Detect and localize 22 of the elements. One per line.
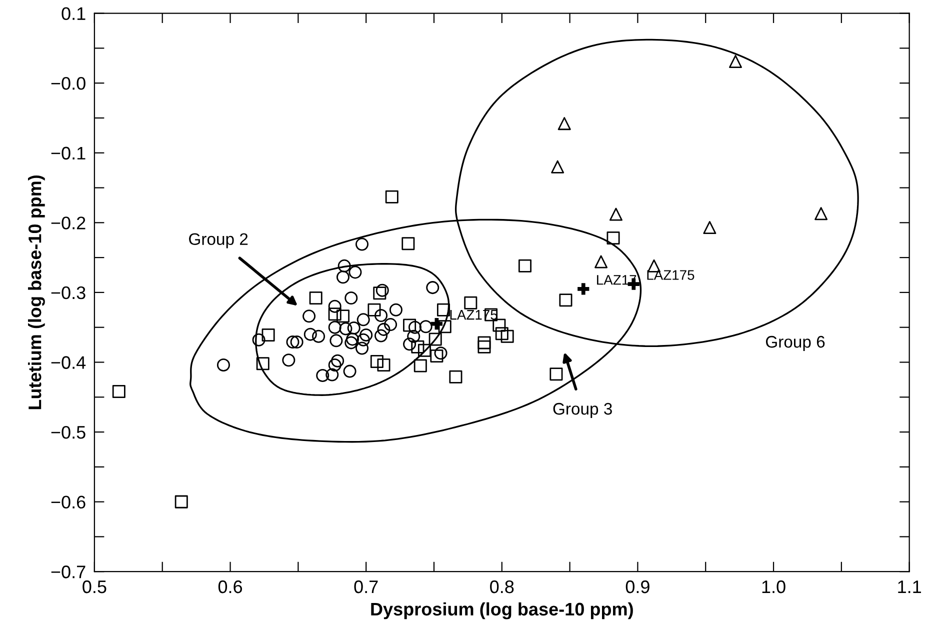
x-tick-label: 0.5	[82, 580, 106, 594]
y-tick-label: −0.1	[51, 146, 86, 160]
x-tick-label: 1.0	[762, 580, 786, 594]
y-tick-label: −0.3	[51, 286, 86, 300]
x-axis-title: Dysprosium (log base-10 ppm)	[371, 602, 633, 620]
annotation: Group 6	[766, 336, 825, 352]
y-tick-label: −0.7	[51, 566, 86, 578]
y-tick-label: −0.2	[51, 216, 86, 230]
x-tick-label: 0.8	[490, 580, 514, 594]
x-tick-label: 1.1	[898, 580, 921, 594]
y-tick-label: 0.1	[62, 7, 86, 20]
y-axis-title: Lutetium (log base-10 ppm)	[28, 175, 45, 410]
x-tick-label: 0.7	[354, 580, 378, 594]
annotation: Group 2	[189, 233, 248, 248]
x-tick-label: 0.9	[626, 580, 650, 594]
annotation: LAZ175	[647, 270, 694, 280]
y-tick-label: −0.5	[51, 426, 86, 439]
y-tick-label: −0.4	[51, 356, 86, 369]
x-tick-label: 0.6	[218, 580, 242, 594]
y-tick-label: −0.6	[51, 496, 86, 509]
annotation: Group 3	[553, 402, 612, 418]
y-tick-label: −0.0	[51, 77, 86, 90]
